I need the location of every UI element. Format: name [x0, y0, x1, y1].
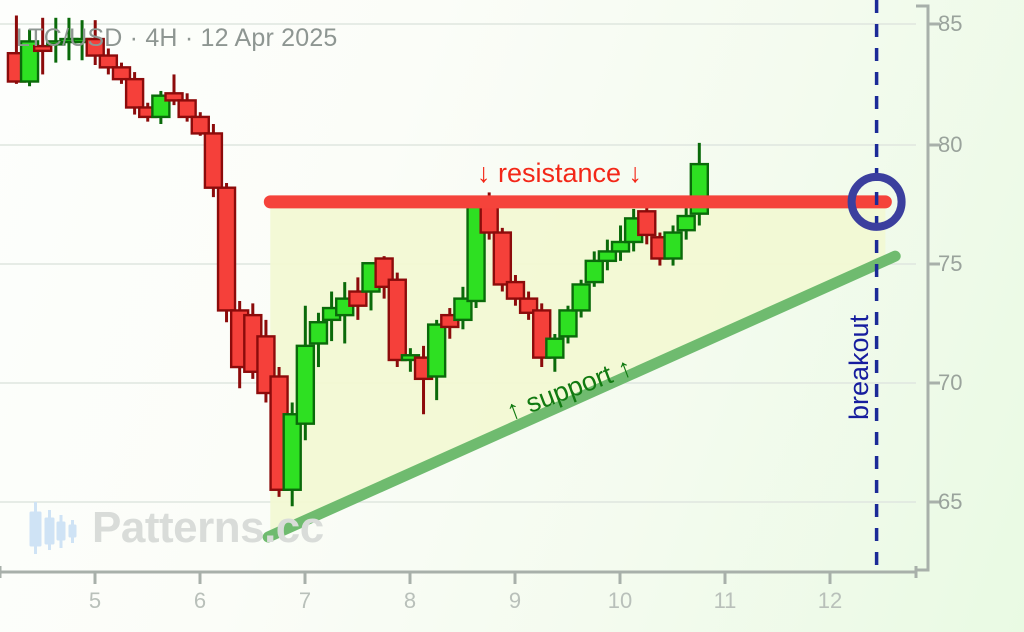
- candle-body: [492, 231, 513, 286]
- x-tick-label: 5: [88, 588, 102, 613]
- x-tick-label: 6: [193, 588, 207, 613]
- candle-body: [348, 290, 368, 307]
- y-tick-label: 80: [938, 132, 963, 157]
- candle-body: [124, 77, 145, 109]
- candle-body: [505, 280, 526, 300]
- x-tick-label: 12: [817, 588, 843, 613]
- y-tick-label: 75: [938, 251, 963, 276]
- breakout-marker-circle: [847, 172, 906, 231]
- candle-body: [32, 44, 53, 53]
- candle-body: [190, 115, 210, 135]
- candle-body: [545, 337, 565, 359]
- candle-body: [295, 344, 316, 425]
- candle-body: [479, 205, 499, 234]
- pattern-region: [270, 201, 886, 536]
- candle-body: [610, 240, 631, 253]
- candle-body: [637, 210, 657, 237]
- x-tick-label: 8: [403, 588, 417, 613]
- x-tick-label: 9: [508, 588, 522, 613]
- y-tick-label: 85: [938, 11, 963, 36]
- x-tick-label: 11: [713, 588, 737, 613]
- axis-spines: [0, 4, 930, 578]
- candle-body: [571, 283, 591, 312]
- candle-body: [164, 92, 184, 102]
- candle-body: [597, 250, 618, 263]
- support-line: [262, 250, 901, 543]
- candle-body: [282, 413, 302, 491]
- candle-body: [663, 231, 683, 260]
- x-tick-label: 10: [607, 588, 633, 613]
- candle-body: [426, 323, 447, 378]
- candle-body: [387, 278, 407, 362]
- candle-body: [111, 66, 132, 81]
- candle-body: [558, 309, 578, 338]
- candle-series: [6, 15, 710, 507]
- candle-body: [584, 259, 604, 284]
- candle-body: [453, 297, 473, 322]
- candle-body: [676, 214, 696, 232]
- axis-ticks: [93, 22, 940, 584]
- candle-body: [216, 186, 237, 312]
- x-tick-label: 7: [298, 588, 312, 613]
- candle-body: [203, 132, 224, 189]
- candle-body: [85, 37, 105, 57]
- candle-body: [98, 54, 119, 69]
- y-tick-label: 70: [938, 370, 963, 395]
- candle-body: [177, 99, 197, 119]
- y-tick-label: 65: [938, 489, 963, 514]
- candle-body: [308, 321, 329, 345]
